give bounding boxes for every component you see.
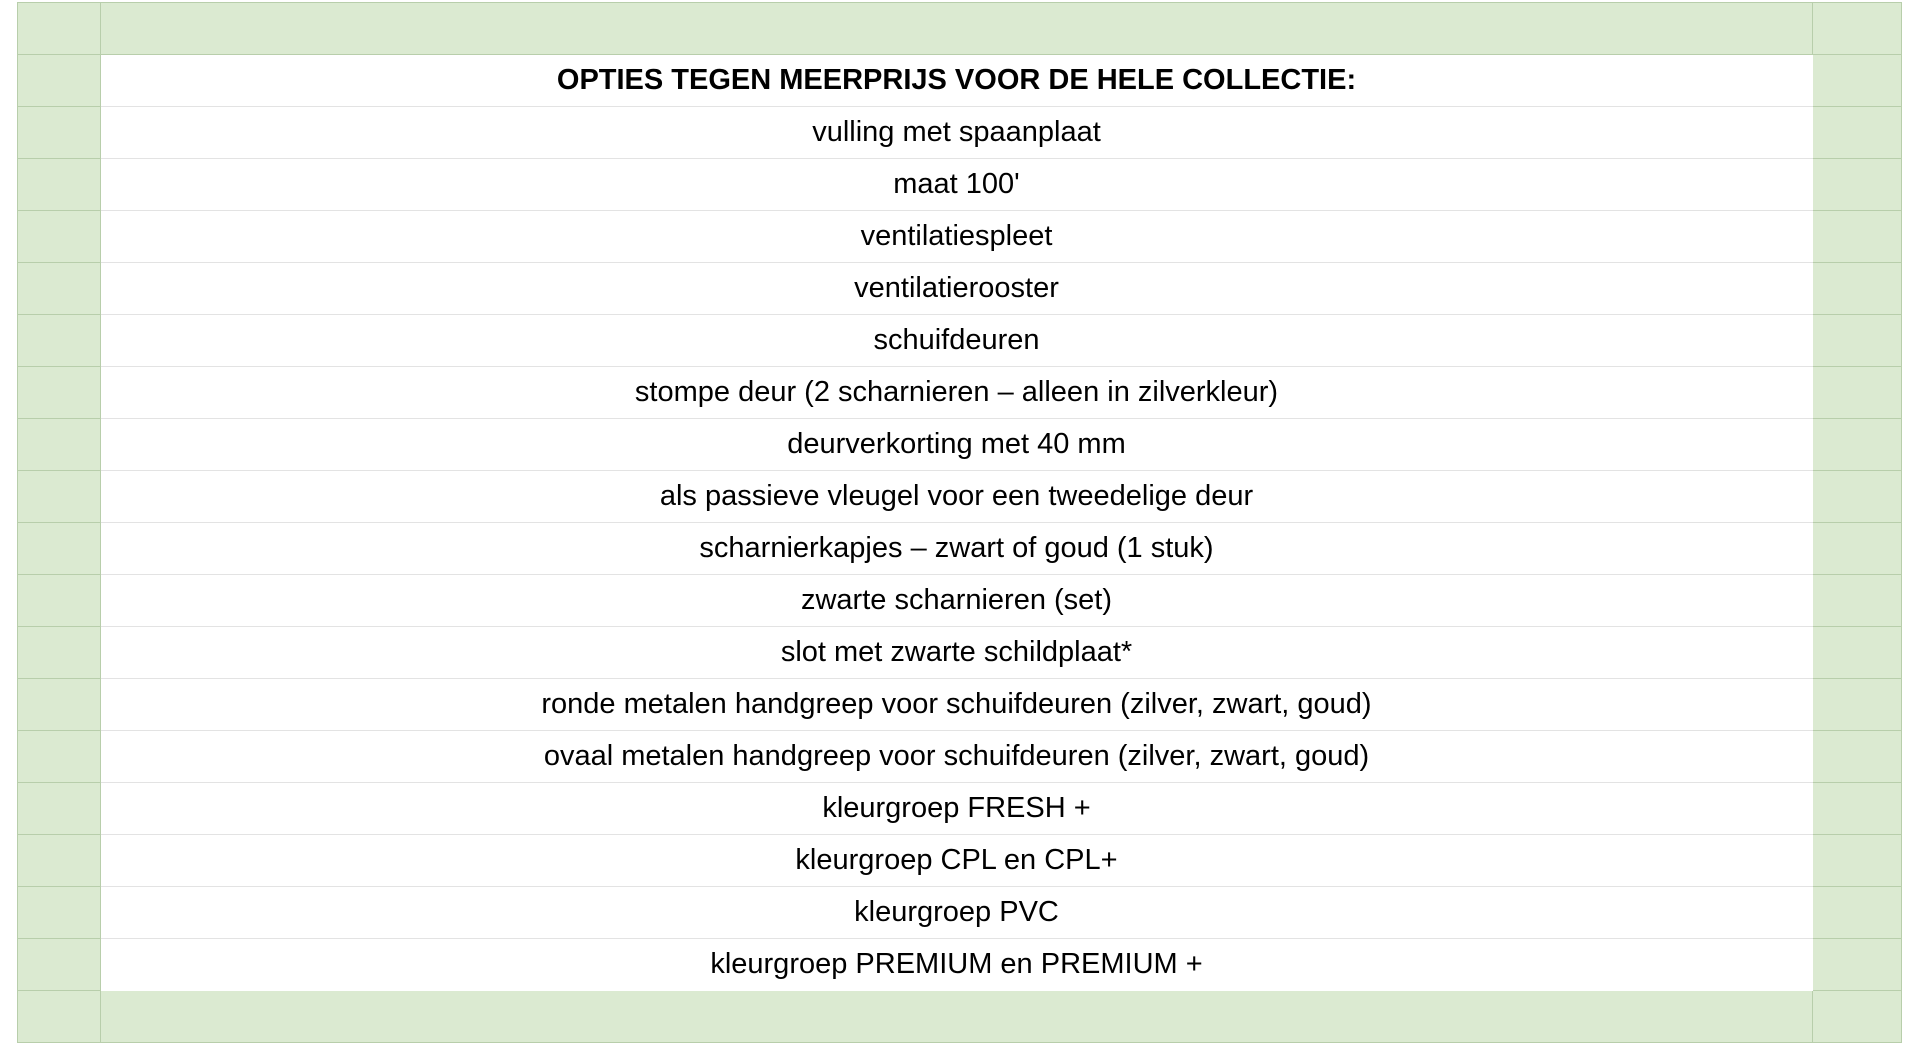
right-gutter-cell[interactable]	[1812, 314, 1902, 367]
bottom-green-band-cell[interactable]	[100, 990, 1813, 1043]
option-cell[interactable]: kleurgroep PREMIUM en PREMIUM +	[100, 938, 1813, 991]
right-gutter-cell[interactable]	[1812, 210, 1902, 263]
table-row: kleurgroep FRESH +	[17, 782, 1902, 835]
right-gutter-cell[interactable]	[1812, 470, 1902, 523]
right-gutter-cell[interactable]	[1812, 678, 1902, 731]
option-cell[interactable]: schuifdeuren	[100, 314, 1813, 367]
left-gutter-cell[interactable]	[17, 470, 101, 523]
left-gutter-cell[interactable]	[17, 730, 101, 783]
right-gutter-cell[interactable]	[1812, 990, 1902, 1043]
right-gutter-cell[interactable]	[1812, 938, 1902, 991]
left-gutter-cell[interactable]	[17, 210, 101, 263]
right-gutter-cell[interactable]	[1812, 782, 1902, 835]
right-gutter-cell[interactable]	[1812, 574, 1902, 627]
right-gutter-cell[interactable]	[1812, 834, 1902, 887]
option-cell[interactable]: vulling met spaanplaat	[100, 106, 1813, 159]
option-cell[interactable]: kleurgroep FRESH +	[100, 782, 1813, 835]
option-cell[interactable]: ronde metalen handgreep voor schuifdeure…	[100, 678, 1813, 731]
left-gutter-cell[interactable]	[17, 834, 101, 887]
right-gutter-cell[interactable]	[1812, 106, 1902, 159]
option-cell[interactable]: kleurgroep CPL en CPL+	[100, 834, 1813, 887]
table-row: slot met zwarte schildplaat*	[17, 626, 1902, 679]
right-gutter-cell[interactable]	[1812, 418, 1902, 471]
right-gutter-cell[interactable]	[1812, 730, 1902, 783]
table-row: ovaal metalen handgreep voor schuifdeure…	[17, 730, 1902, 783]
right-gutter-cell[interactable]	[1812, 366, 1902, 419]
left-gutter-cell[interactable]	[17, 938, 101, 991]
left-gutter-cell[interactable]	[17, 886, 101, 939]
left-gutter-cell[interactable]	[17, 314, 101, 367]
left-gutter-cell[interactable]	[17, 106, 101, 159]
table-row: kleurgroep PREMIUM en PREMIUM +	[17, 938, 1902, 991]
right-gutter-cell[interactable]	[1812, 626, 1902, 679]
table-row: zwarte scharnieren (set)	[17, 574, 1902, 627]
option-cell[interactable]: maat 100'	[100, 158, 1813, 211]
table-row: deurverkorting met 40 mm	[17, 418, 1902, 471]
option-cell[interactable]: stompe deur (2 scharnieren – alleen in z…	[100, 366, 1813, 419]
table-row: vulling met spaanplaat	[17, 106, 1902, 159]
right-gutter-cell[interactable]	[1812, 886, 1902, 939]
option-cell[interactable]: ovaal metalen handgreep voor schuifdeure…	[100, 730, 1813, 783]
table-row: ventilatiespleet	[17, 210, 1902, 263]
top-green-band-cell[interactable]	[100, 2, 1813, 55]
option-cell[interactable]: zwarte scharnieren (set)	[100, 574, 1813, 627]
option-cell[interactable]: ventilatierooster	[100, 262, 1813, 315]
right-gutter-cell[interactable]	[1812, 262, 1902, 315]
table-row-title: OPTIES TEGEN MEERPRIJS VOOR DE HELE COLL…	[17, 54, 1902, 107]
left-gutter-cell[interactable]	[17, 366, 101, 419]
table-row: maat 100'	[17, 158, 1902, 211]
table-row: kleurgroep PVC	[17, 886, 1902, 939]
left-gutter-cell[interactable]	[17, 2, 101, 55]
right-gutter-cell[interactable]	[1812, 54, 1902, 107]
table-row: schuifdeuren	[17, 314, 1902, 367]
table-body: OPTIES TEGEN MEERPRIJS VOOR DE HELE COLL…	[17, 2, 1902, 1043]
left-gutter-cell[interactable]	[17, 782, 101, 835]
table-row-top-spacer	[17, 2, 1902, 55]
option-cell[interactable]: deurverkorting met 40 mm	[100, 418, 1813, 471]
table-row: ronde metalen handgreep voor schuifdeure…	[17, 678, 1902, 731]
left-gutter-cell[interactable]	[17, 158, 101, 211]
option-cell[interactable]: ventilatiespleet	[100, 210, 1813, 263]
option-cell[interactable]: kleurgroep PVC	[100, 886, 1813, 939]
left-gutter-cell[interactable]	[17, 262, 101, 315]
left-gutter-cell[interactable]	[17, 678, 101, 731]
right-gutter-cell[interactable]	[1812, 158, 1902, 211]
option-cell[interactable]: slot met zwarte schildplaat*	[100, 626, 1813, 679]
table-row: stompe deur (2 scharnieren – alleen in z…	[17, 366, 1902, 419]
option-cell[interactable]: als passieve vleugel voor een tweedelige…	[100, 470, 1813, 523]
table-row: als passieve vleugel voor een tweedelige…	[17, 470, 1902, 523]
table-row: ventilatierooster	[17, 262, 1902, 315]
table-row: scharnierkapjes – zwart of goud (1 stuk)	[17, 522, 1902, 575]
table-row: kleurgroep CPL en CPL+	[17, 834, 1902, 887]
left-gutter-cell[interactable]	[17, 54, 101, 107]
option-cell[interactable]: scharnierkapjes – zwart of goud (1 stuk)	[100, 522, 1813, 575]
table-title[interactable]: OPTIES TEGEN MEERPRIJS VOOR DE HELE COLL…	[100, 54, 1813, 107]
left-gutter-cell[interactable]	[17, 626, 101, 679]
table-row-bottom-spacer	[17, 990, 1902, 1043]
right-gutter-cell[interactable]	[1812, 522, 1902, 575]
right-gutter-cell[interactable]	[1812, 2, 1902, 55]
left-gutter-cell[interactable]	[17, 522, 101, 575]
left-gutter-cell[interactable]	[17, 418, 101, 471]
left-gutter-cell[interactable]	[17, 990, 101, 1043]
left-gutter-cell[interactable]	[17, 574, 101, 627]
options-price-table: OPTIES TEGEN MEERPRIJS VOOR DE HELE COLL…	[17, 2, 1902, 1043]
